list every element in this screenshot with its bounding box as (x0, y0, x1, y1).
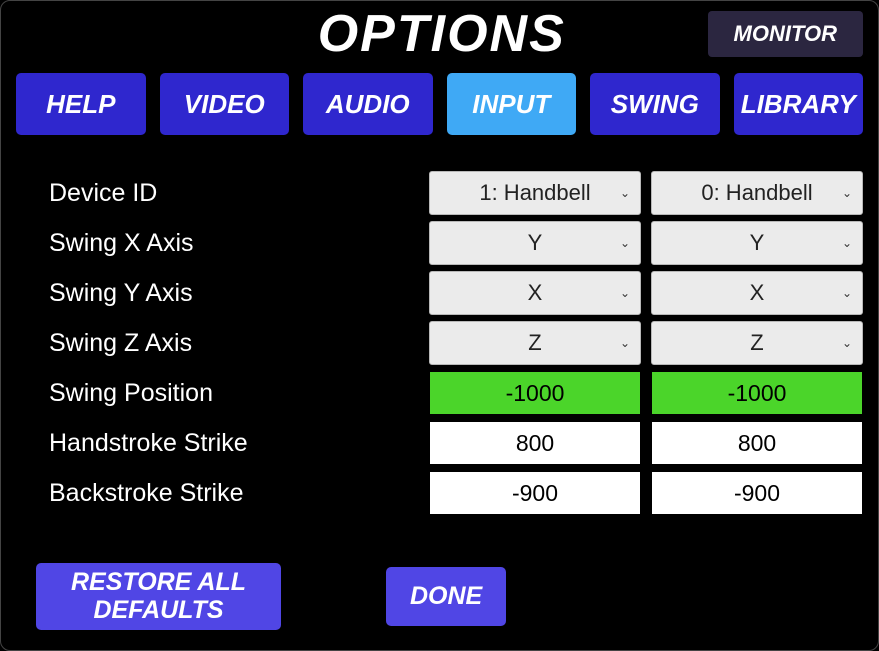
swing-x-col2-dropdown[interactable]: Y ⌄ (651, 221, 863, 265)
dropdown-value: Y (528, 230, 543, 256)
chevron-down-icon: ⌄ (620, 236, 630, 250)
footer: RESTORE ALL DEFAULTS DONE (36, 563, 506, 630)
swing-x-col1-dropdown[interactable]: Y ⌄ (429, 221, 641, 265)
swing-position-col1-value: -1000 (429, 371, 641, 415)
dropdown-value: X (750, 280, 765, 306)
monitor-button[interactable]: MONITOR (708, 11, 863, 57)
swing-z-col1-dropdown[interactable]: Z ⌄ (429, 321, 641, 365)
dropdown-value: X (528, 280, 543, 306)
swing-z-col2-dropdown[interactable]: Z ⌄ (651, 321, 863, 365)
backstroke-col1-value[interactable]: -900 (429, 471, 641, 515)
label-device-id: Device ID (49, 171, 419, 215)
swing-y-col1-dropdown[interactable]: X ⌄ (429, 271, 641, 315)
chevron-down-icon: ⌄ (842, 286, 852, 300)
tab-video[interactable]: VIDEO (160, 73, 290, 135)
dropdown-value: Z (528, 330, 541, 356)
dropdown-value: Z (750, 330, 763, 356)
tab-help[interactable]: HELP (16, 73, 146, 135)
tab-audio[interactable]: AUDIO (303, 73, 433, 135)
restore-defaults-button[interactable]: RESTORE ALL DEFAULTS (36, 563, 281, 630)
backstroke-col2-value[interactable]: -900 (651, 471, 863, 515)
swing-y-col2-dropdown[interactable]: X ⌄ (651, 271, 863, 315)
settings-grid: Device ID 1: Handbell ⌄ 0: Handbell ⌄ Sw… (1, 135, 878, 515)
tab-library[interactable]: LIBRARY (734, 73, 864, 135)
done-button[interactable]: DONE (386, 567, 506, 627)
chevron-down-icon: ⌄ (620, 186, 630, 200)
label-swing-x-axis: Swing X Axis (49, 221, 419, 265)
chevron-down-icon: ⌄ (842, 236, 852, 250)
tab-bar: HELP VIDEO AUDIO INPUT SWING LIBRARY (1, 61, 878, 135)
label-swing-position: Swing Position (49, 371, 419, 415)
label-swing-y-axis: Swing Y Axis (49, 271, 419, 315)
device-id-col2-dropdown[interactable]: 0: Handbell ⌄ (651, 171, 863, 215)
chevron-down-icon: ⌄ (620, 336, 630, 350)
handstroke-col2-value[interactable]: 800 (651, 421, 863, 465)
tab-swing[interactable]: SWING (590, 73, 720, 135)
label-backstroke-strike: Backstroke Strike (49, 471, 419, 515)
swing-position-col2-value: -1000 (651, 371, 863, 415)
tab-input[interactable]: INPUT (447, 73, 577, 135)
chevron-down-icon: ⌄ (620, 286, 630, 300)
label-handstroke-strike: Handstroke Strike (49, 421, 419, 465)
chevron-down-icon: ⌄ (842, 186, 852, 200)
page-title: OPTIONS (16, 4, 708, 64)
label-swing-z-axis: Swing Z Axis (49, 321, 419, 365)
device-id-col1-dropdown[interactable]: 1: Handbell ⌄ (429, 171, 641, 215)
handstroke-col1-value[interactable]: 800 (429, 421, 641, 465)
dropdown-value: 1: Handbell (479, 180, 590, 206)
header: OPTIONS MONITOR (1, 1, 878, 61)
chevron-down-icon: ⌄ (842, 336, 852, 350)
dropdown-value: 0: Handbell (701, 180, 812, 206)
dropdown-value: Y (750, 230, 765, 256)
